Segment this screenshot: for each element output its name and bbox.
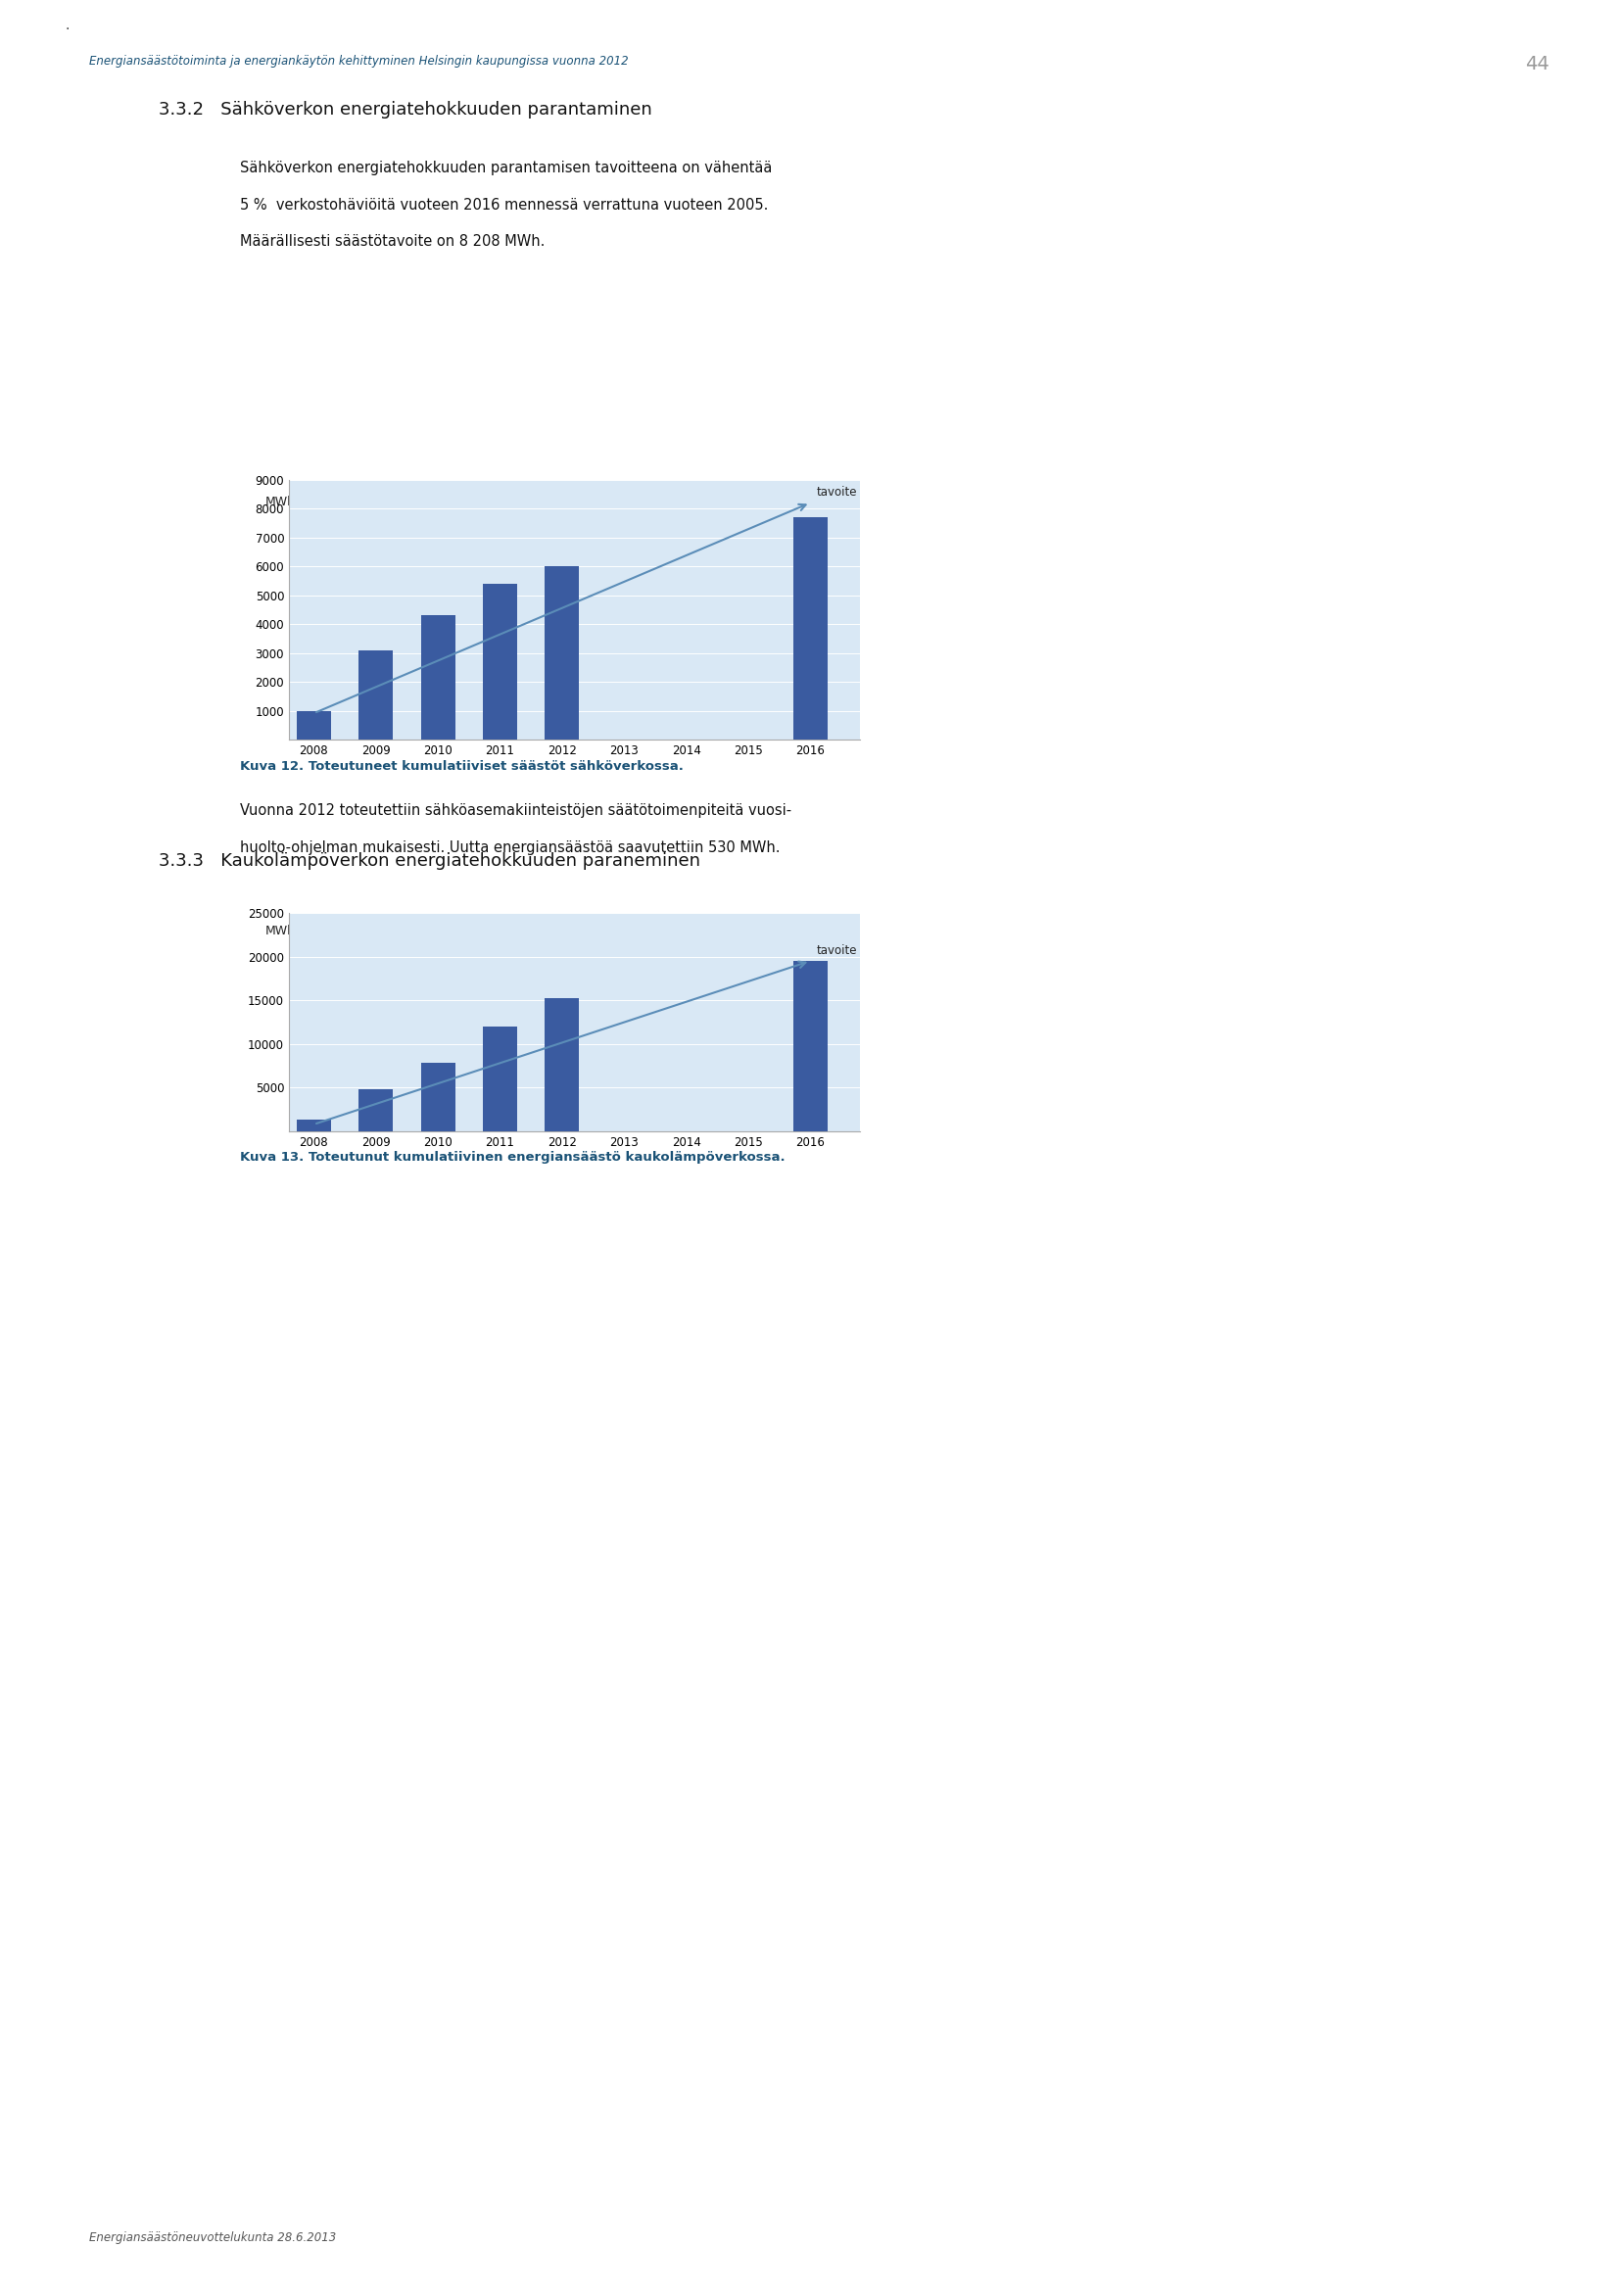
Bar xyxy=(793,962,827,1132)
Text: Sähköverkon energiatehokkuuden parantamisen tavoitteena on vähentää: Sähköverkon energiatehokkuuden parantami… xyxy=(240,161,772,174)
Bar xyxy=(358,650,392,739)
Bar xyxy=(483,1026,517,1132)
Text: Energiansäästöneuvottelukunta 28.6.2013: Energiansäästöneuvottelukunta 28.6.2013 xyxy=(89,2232,336,2245)
Bar xyxy=(793,517,827,739)
Text: MWh: MWh xyxy=(264,925,295,937)
Text: huolto-ohjelman mukaisesti. Uutta energiansäästöä saavutettiin 530 MWh.: huolto-ohjelman mukaisesti. Uutta energi… xyxy=(240,840,780,854)
Text: tavoite: tavoite xyxy=(815,487,856,498)
Text: 3.3.3   Kaukolämpöverkon energiatehokkuuden paraneminen: 3.3.3 Kaukolämpöverkon energiatehokkuude… xyxy=(159,852,700,870)
Text: Vuonna 2012 toteutettiin sähköasemakiinteistöjen säätötoimenpiteitä vuosi-: Vuonna 2012 toteutettiin sähköasemakiint… xyxy=(240,804,791,817)
Bar xyxy=(483,583,517,739)
Bar xyxy=(297,1120,331,1132)
Bar xyxy=(358,1088,392,1132)
Text: Kuva 12. Toteutuneet kumulatiiviset säästöt sähköverkossa.: Kuva 12. Toteutuneet kumulatiiviset sääs… xyxy=(240,760,682,774)
Text: Kuva 13. Toteutunut kumulatiivinen energiansäästö kaukolämpöverkossa.: Kuva 13. Toteutunut kumulatiivinen energ… xyxy=(240,1150,785,1164)
Bar xyxy=(545,999,579,1132)
Text: Energiansäästötoiminta ja energiankäytön kehittyminen Helsingin kaupungissa vuon: Energiansäästötoiminta ja energiankäytön… xyxy=(89,55,629,69)
Text: 44: 44 xyxy=(1524,55,1548,73)
Bar xyxy=(420,1063,456,1132)
Text: Määrällisesti säästötavoite on 8 208 MWh.: Määrällisesti säästötavoite on 8 208 MWh… xyxy=(240,234,545,248)
Text: tavoite: tavoite xyxy=(815,944,856,957)
Bar xyxy=(545,567,579,739)
Text: MWh: MWh xyxy=(264,496,295,510)
Bar xyxy=(420,615,456,739)
Bar xyxy=(297,712,331,739)
Text: 5 %  verkostohäviöitä vuoteen 2016 mennessä verrattuna vuoteen 2005.: 5 % verkostohäviöitä vuoteen 2016 mennes… xyxy=(240,197,768,211)
Text: ·: · xyxy=(65,23,70,37)
Text: 3.3.2   Sähköverkon energiatehokkuuden parantaminen: 3.3.2 Sähköverkon energiatehokkuuden par… xyxy=(159,101,652,119)
